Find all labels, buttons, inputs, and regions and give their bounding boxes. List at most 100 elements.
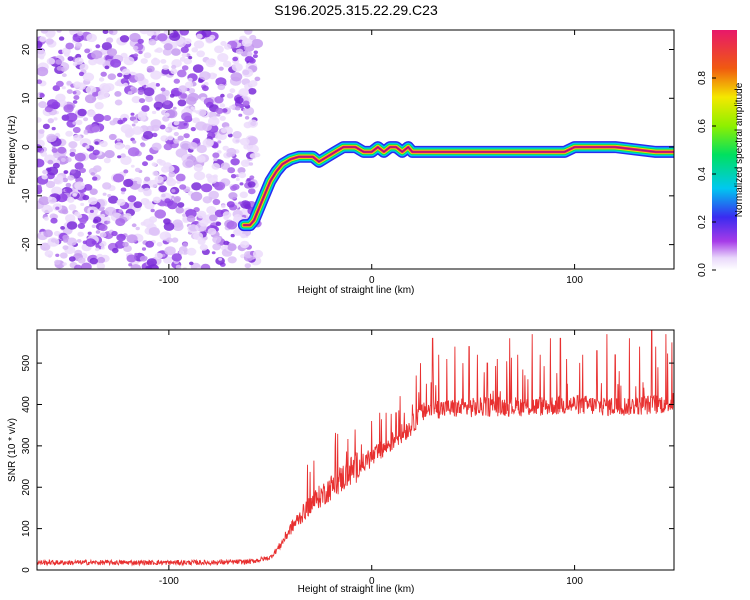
noise-speckle bbox=[173, 120, 180, 126]
noise-speckle bbox=[219, 103, 226, 108]
noise-speckle bbox=[43, 229, 53, 238]
noise-speckle bbox=[242, 106, 255, 116]
noise-speckle bbox=[82, 72, 95, 82]
noise-speckle bbox=[73, 81, 82, 88]
noise-speckle bbox=[251, 38, 263, 49]
noise-speckle bbox=[215, 257, 225, 265]
noise-speckle bbox=[130, 264, 142, 269]
noise-speckle bbox=[88, 197, 98, 205]
noise-speckle bbox=[247, 144, 259, 154]
noise-speckle bbox=[154, 175, 164, 184]
noise-speckle bbox=[116, 198, 126, 206]
noise-speckle bbox=[201, 183, 213, 193]
y-tick-label: -20 bbox=[21, 237, 32, 252]
noise-speckle bbox=[215, 107, 224, 114]
noise-speckle bbox=[181, 65, 189, 71]
noise-speckle bbox=[100, 71, 107, 77]
noise-speckle bbox=[102, 182, 112, 190]
noise-speckle bbox=[85, 145, 90, 149]
x-tick-label: 0 bbox=[369, 576, 375, 587]
noise-speckle bbox=[248, 188, 256, 195]
noise-speckle bbox=[46, 133, 57, 143]
noise-speckle bbox=[182, 213, 186, 217]
noise-speckle bbox=[155, 83, 160, 87]
noise-speckle bbox=[74, 181, 85, 190]
noise-speckle bbox=[66, 80, 72, 86]
noise-speckle bbox=[187, 224, 199, 234]
noise-speckle bbox=[130, 87, 138, 94]
spectrogram-x-axis: -100 0 100 bbox=[159, 30, 583, 286]
noise-speckle bbox=[84, 94, 97, 104]
noise-speckle bbox=[226, 201, 235, 208]
colorbar-tick-label: 0.0 bbox=[697, 263, 708, 277]
noise-speckle bbox=[62, 262, 67, 266]
noise-speckle bbox=[55, 253, 60, 257]
noise-speckle bbox=[75, 119, 83, 126]
noise-speckle bbox=[91, 240, 97, 245]
noise-speckle bbox=[150, 70, 162, 80]
noise-speckle bbox=[94, 102, 104, 110]
noise-speckle bbox=[175, 264, 182, 269]
noise-speckle bbox=[170, 68, 178, 75]
y-tick-label: 0 bbox=[21, 567, 32, 573]
noise-speckle bbox=[178, 85, 188, 93]
noise-speckle bbox=[72, 126, 81, 134]
noise-speckle bbox=[39, 36, 47, 42]
noise-speckle bbox=[193, 164, 204, 172]
noise-speckle bbox=[170, 195, 175, 199]
noise-speckle bbox=[62, 245, 69, 251]
noise-speckle bbox=[76, 239, 82, 243]
noise-speckle bbox=[106, 220, 111, 224]
noise-speckle bbox=[232, 56, 239, 62]
noise-speckle bbox=[202, 138, 214, 148]
noise-speckle bbox=[83, 184, 93, 191]
noise-speckle bbox=[40, 242, 51, 251]
noise-speckle bbox=[50, 217, 58, 224]
snr-panel: -100 0 100 0 100 200 300 400 500 Height of stra… bbox=[7, 329, 675, 595]
noise-speckle bbox=[232, 131, 242, 139]
x-tick-label: 100 bbox=[566, 576, 583, 587]
noise-speckle bbox=[160, 135, 169, 142]
noise-speckle bbox=[77, 231, 84, 237]
noise-speckle bbox=[77, 31, 84, 36]
noise-speckle bbox=[68, 204, 77, 211]
noise-speckle bbox=[77, 108, 87, 117]
noise-speckle bbox=[190, 127, 196, 132]
noise-speckle bbox=[151, 142, 162, 151]
noise-speckle bbox=[78, 71, 85, 77]
noise-speckle bbox=[95, 44, 101, 49]
noise-speckle bbox=[173, 197, 181, 203]
noise-speckle bbox=[212, 174, 218, 179]
noise-speckle bbox=[123, 169, 129, 174]
noise-speckle bbox=[100, 246, 105, 250]
noise-speckle bbox=[145, 96, 153, 103]
noise-speckle bbox=[215, 77, 227, 86]
noise-speckle bbox=[127, 91, 133, 96]
noise-speckle bbox=[180, 93, 188, 99]
noise-speckle bbox=[41, 174, 48, 180]
noise-speckle bbox=[228, 192, 238, 200]
noise-speckle bbox=[65, 188, 70, 193]
noise-speckle bbox=[107, 194, 112, 198]
y-tick-label: 10 bbox=[21, 92, 32, 104]
noise-speckle bbox=[79, 63, 89, 71]
y-tick-label: 100 bbox=[21, 520, 32, 537]
y-tick-label: 20 bbox=[21, 44, 32, 56]
noise-speckle bbox=[177, 99, 187, 107]
noise-speckle bbox=[186, 247, 197, 256]
noise-speckle bbox=[209, 34, 216, 40]
noise-speckle bbox=[151, 58, 161, 66]
noise-speckle bbox=[152, 196, 161, 204]
noise-speckle bbox=[79, 167, 86, 174]
noise-speckle bbox=[179, 30, 189, 36]
noise-speckle bbox=[99, 83, 110, 92]
noise-speckle bbox=[133, 53, 139, 58]
noise-speckle bbox=[199, 244, 208, 251]
noise-speckle bbox=[212, 198, 221, 206]
noise-speckle bbox=[103, 157, 111, 164]
y-tick-label: 0 bbox=[21, 144, 32, 150]
noise-speckle bbox=[158, 185, 167, 193]
noise-speckle bbox=[154, 209, 166, 219]
noise-speckle bbox=[82, 194, 90, 201]
